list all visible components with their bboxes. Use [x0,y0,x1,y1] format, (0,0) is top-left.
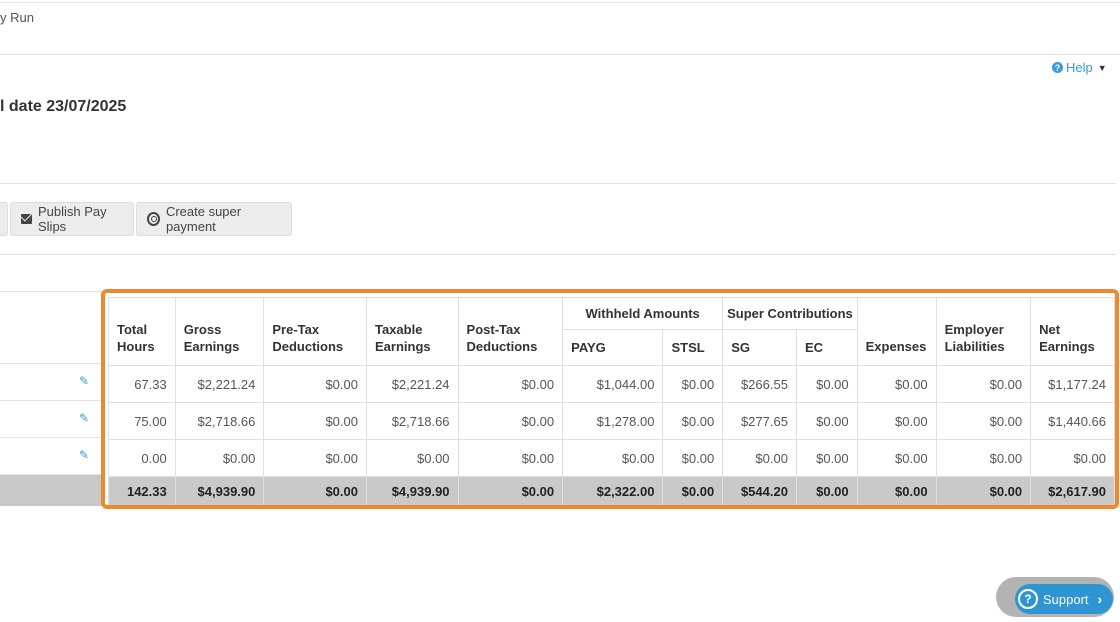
table-row[interactable]: 67.33 $2,221.24 $0.00 $2,221.24 $0.00 $1,044.… [108,365,1115,403]
support-button[interactable]: ? Support › [1015,584,1113,614]
table-cell: $0.00 [795,402,858,440]
table-cell: $277.65 [722,402,797,440]
table-cell: $0.00 [935,439,1032,477]
table-cell: $1,440.66 [1030,402,1115,440]
toolbar-button-cut-off[interactable] [0,202,8,236]
table-cell: $0.00 [856,402,937,440]
publish-pay-slips-button[interactable]: Publish Pay Slips [10,202,134,236]
pay-run-table: Total Hours Gross Earnings Pre-Tax Deduc… [108,297,1115,505]
left-row-3: ✎ [0,438,103,475]
page-title: l date 23/07/2025 [0,98,127,115]
create-super-payment-button[interactable]: Create super payment [136,202,292,236]
table-cell: $2,718.66 [174,402,265,440]
table-cell: $0.00 [263,439,367,477]
table-cell: $0.00 [457,365,564,403]
total-cell: $2,322.00 [562,476,664,505]
header-post-tax-deductions: Post-Tax Deductions [457,297,564,366]
table-cell: $0.00 [365,439,459,477]
header-payg: PAYG [562,329,664,366]
table-cell: $0.00 [174,439,265,477]
left-table-top-border [0,291,103,292]
totals-row: 142.33 $4,939.90 $0.00 $4,939.90 $0.00 $2,322… [108,476,1115,505]
left-total-cell [0,475,103,506]
header-stsl: STSL [662,329,724,366]
edit-pencil-icon[interactable]: ✎ [79,448,90,462]
table-cell: $0.00 [457,402,564,440]
table-cell: $0.00 [1030,439,1115,477]
chevron-right-icon: › [1097,591,1103,607]
header-divider [0,54,1120,55]
total-cell: $0.00 [263,476,367,505]
table-cell: 0.00 [108,439,176,477]
table-cell: $0.00 [662,439,724,477]
header-withheld-amounts: Withheld Amounts [562,297,724,330]
table-cell: $0.00 [662,402,724,440]
table-cell: $1,044.00 [562,365,664,403]
header-super-contributions: Super Contributions [722,297,858,330]
table-cell: $1,278.00 [562,402,664,440]
table-cell: 67.33 [108,365,176,403]
edit-pencil-icon[interactable]: ✎ [79,411,90,425]
table-cell: $0.00 [263,365,367,403]
table-cell: $0.00 [935,402,1032,440]
table-cell: $2,221.24 [174,365,265,403]
total-cell: $0.00 [935,476,1032,505]
top-divider [0,2,1120,3]
title-divider [0,183,1116,184]
table-cell: $0.00 [795,439,858,477]
table-cell: 75.00 [108,402,176,440]
table-cell: $1,177.24 [1030,365,1115,403]
life-ring-icon [147,212,160,226]
header-expenses: Expenses [856,297,937,366]
create-super-payment-label: Create super payment [165,204,242,234]
table-cell: $0.00 [662,365,724,403]
publish-pay-slips-label: Publish Pay Slips [38,204,107,234]
header-sg: SG [722,329,797,366]
table-cell: $0.00 [562,439,664,477]
table-cell: $0.00 [856,365,937,403]
toolbar-divider [0,254,1116,255]
envelope-icon [21,214,32,224]
question-circle-icon: ? [1052,62,1063,73]
table-cell: $2,718.66 [365,402,459,440]
table-cell: $0.00 [935,365,1032,403]
left-row-2: ✎ [0,401,103,438]
table-row[interactable]: 75.00 $2,718.66 $0.00 $2,718.66 $0.00 $1,278.… [108,402,1115,440]
edit-pencil-icon[interactable]: ✎ [79,374,90,388]
total-cell: 142.33 [108,476,176,505]
header-gross-earnings: Gross Earnings [174,297,265,366]
table-cell: $2,221.24 [365,365,459,403]
total-cell: $0.00 [662,476,724,505]
header-taxable-earnings: Taxable Earnings [365,297,459,366]
breadcrumb[interactable]: y Run [0,10,34,25]
total-cell: $544.20 [722,476,797,505]
table-cell: $0.00 [263,402,367,440]
total-cell: $2,617.90 [1030,476,1115,505]
table-row[interactable]: 0.00 $0.00 $0.00 $0.00 $0.00 $0.00 $0.00 $0.00 $… [108,439,1115,477]
header-ec: EC [795,329,858,366]
table-cell: $0.00 [795,365,858,403]
left-row-1: ✎ [0,364,103,401]
caret-down-icon: ▼ [1097,62,1107,73]
help-menu[interactable]: ? Help ▼ [1052,60,1107,75]
total-cell: $4,939.90 [174,476,265,505]
header-total-hours: Total Hours [108,297,176,366]
table-cell: $0.00 [856,439,937,477]
question-circle-icon: ? [1018,589,1038,609]
header-employer-liabilities: Employer Liabilities [935,297,1032,366]
table-cell: $0.00 [722,439,797,477]
table-cell: $266.55 [722,365,797,403]
total-cell: $0.00 [795,476,858,505]
total-cell: $0.00 [856,476,937,505]
table-body: 67.33 $2,221.24 $0.00 $2,221.24 $0.00 $1,044.… [108,365,1115,505]
support-label: Support [1043,591,1089,607]
left-header-cell [0,296,103,364]
header-net-earnings: Net Earnings [1030,297,1115,366]
header-pre-tax-deductions: Pre-Tax Deductions [263,297,367,366]
highlight-frame: Total Hours Gross Earnings Pre-Tax Deduc… [101,289,1119,509]
table-cell: $0.00 [457,439,564,477]
total-cell: $0.00 [457,476,564,505]
help-label: Help [1066,60,1093,75]
total-cell: $4,939.90 [365,476,459,505]
